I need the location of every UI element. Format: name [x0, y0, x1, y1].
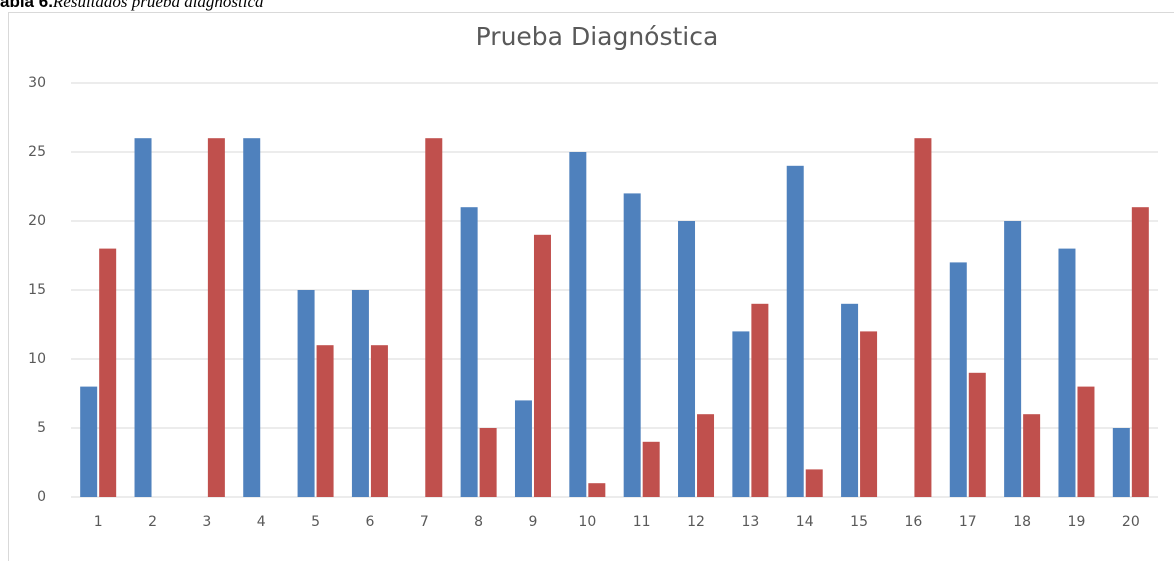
bar	[80, 386, 98, 497]
bar	[786, 165, 804, 498]
y-tick-label: 10	[28, 351, 46, 367]
bar	[99, 248, 117, 497]
y-tick-label: 25	[28, 144, 46, 160]
y-tick-label: 15	[28, 282, 46, 298]
y-tick-label: 5	[37, 420, 46, 436]
bar	[425, 138, 443, 497]
x-tick-label: 14	[796, 514, 814, 530]
x-tick-label: 11	[633, 514, 651, 530]
caption: abla 6.Resultados prueba diagnóstica	[0, 0, 264, 12]
caption-text: Resultados prueba diagnóstica	[52, 0, 264, 11]
x-tick-label: 6	[365, 514, 374, 530]
bar	[805, 469, 823, 497]
bar	[1077, 386, 1095, 497]
bar	[697, 414, 715, 497]
x-tick-label: 4	[257, 514, 266, 530]
bar	[1058, 248, 1076, 497]
bar	[1004, 221, 1022, 497]
bar	[316, 345, 334, 497]
y-tick-label: 0	[37, 489, 46, 505]
bar	[533, 234, 551, 498]
x-tick-label: 17	[959, 514, 977, 530]
x-tick-label: 16	[905, 514, 923, 530]
bar	[678, 221, 696, 497]
y-tick-label: 30	[28, 75, 46, 91]
bar	[297, 290, 315, 497]
bar	[642, 441, 660, 497]
bar	[370, 345, 388, 497]
bar	[514, 400, 532, 497]
y-tick-label: 20	[28, 213, 46, 229]
caption-label: abla 6.	[0, 0, 53, 11]
x-tick-label: 12	[687, 514, 705, 530]
x-tick-label: 2	[148, 514, 157, 530]
bar	[841, 303, 859, 497]
bar	[207, 138, 225, 497]
bar	[968, 372, 986, 497]
bar	[243, 138, 261, 497]
x-tick-label: 8	[474, 514, 483, 530]
x-tick-label: 15	[850, 514, 868, 530]
bar	[588, 483, 606, 497]
bar	[914, 138, 932, 497]
bar	[479, 428, 497, 497]
bar	[949, 262, 967, 497]
x-tick-label: 3	[202, 514, 211, 530]
bar	[460, 207, 478, 497]
x-tick-label: 10	[578, 514, 596, 530]
x-tick-label: 18	[1013, 514, 1031, 530]
bar	[732, 331, 750, 497]
chart-title: Prueba Diagnóstica	[476, 22, 719, 51]
bar	[569, 152, 587, 497]
bar	[1023, 414, 1041, 497]
x-tick-label: 20	[1122, 514, 1140, 530]
x-tick-label: 1	[94, 514, 103, 530]
x-tick-label: 9	[529, 514, 538, 530]
x-tick-label: 7	[420, 514, 429, 530]
bar	[751, 303, 769, 497]
x-tick-label: 5	[311, 514, 320, 530]
chart-border	[8, 12, 1174, 561]
bar	[860, 331, 878, 497]
bar	[623, 193, 641, 497]
x-tick-label: 13	[741, 514, 759, 530]
x-tick-label: 19	[1068, 514, 1086, 530]
bar	[1112, 428, 1130, 497]
bar	[1131, 207, 1149, 497]
bar	[134, 138, 152, 497]
bar	[351, 290, 369, 497]
